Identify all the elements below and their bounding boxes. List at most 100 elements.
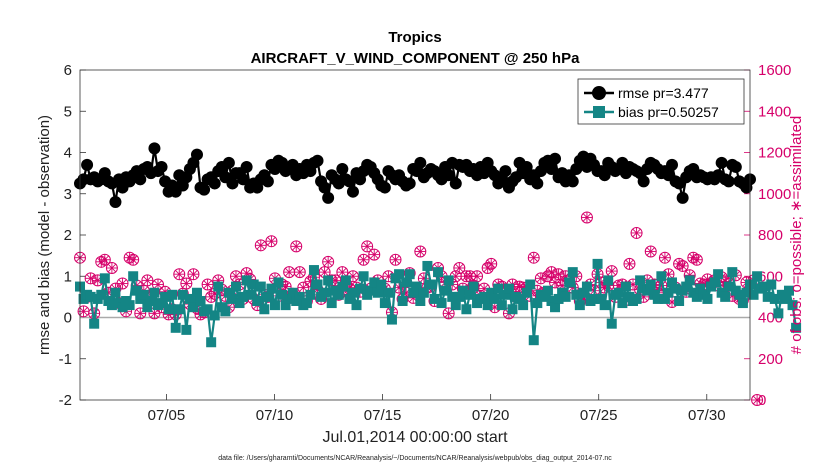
bias-point xyxy=(748,289,759,300)
bias-point xyxy=(532,298,543,309)
bias-point xyxy=(564,277,575,288)
obs-assimilated-star-stroke xyxy=(529,253,538,262)
bias-point xyxy=(379,298,390,309)
bias-point xyxy=(468,281,479,292)
y-tick-label: -2 xyxy=(59,392,72,409)
obs-count-marker xyxy=(552,268,565,281)
obs-assimilated-star-stroke xyxy=(107,263,117,273)
bias-point xyxy=(85,291,96,302)
obs-assimilated-star-stroke xyxy=(338,267,347,277)
obs-assimilated-star-stroke xyxy=(536,274,546,283)
bias-point xyxy=(358,271,369,282)
bias-point xyxy=(227,293,238,304)
rmse-point xyxy=(566,175,579,188)
bias-point xyxy=(96,289,107,300)
y-tick-label: -1 xyxy=(59,351,72,368)
obs-count-marker xyxy=(751,394,764,406)
obs-assimilated-star-stroke xyxy=(79,307,88,316)
bias-point xyxy=(759,281,770,292)
bias-point xyxy=(323,275,334,286)
rmse-point xyxy=(666,158,679,171)
legend-box xyxy=(577,78,745,125)
legend: rmse pr=3.477 bias pr=0.50257 xyxy=(577,78,745,125)
bias-point xyxy=(773,308,784,319)
obs-count-marker xyxy=(623,257,636,270)
bias-point xyxy=(769,293,780,304)
rmse-point xyxy=(442,169,455,182)
rmse-point xyxy=(311,154,324,167)
y-tick-label: 3 xyxy=(64,186,72,203)
bias-point xyxy=(440,285,451,296)
bias-point xyxy=(418,287,429,298)
y-axis-label: rmse and bias (model - observation) xyxy=(36,115,53,355)
bias-point xyxy=(117,302,128,313)
rmse-point xyxy=(499,165,512,178)
bias-point xyxy=(160,291,171,302)
bias-point xyxy=(503,283,514,294)
bias-point xyxy=(138,289,149,300)
obs-assimilated-star-stroke xyxy=(362,242,372,251)
obs-count-marker xyxy=(690,253,703,266)
bias-point xyxy=(301,298,312,309)
obs-assimilated-star-stroke xyxy=(472,272,482,281)
bias-point xyxy=(372,287,383,298)
obs-count-marker xyxy=(389,253,402,266)
y-right-tick-label: 1000 xyxy=(758,186,791,203)
obs-assimilated-star-stroke xyxy=(625,259,634,269)
bias-point xyxy=(131,285,142,296)
bias-point xyxy=(230,281,241,292)
obs-assimilated-star-stroke xyxy=(231,272,241,281)
bias-point xyxy=(734,289,745,300)
bias-point xyxy=(163,304,174,315)
chart-title: Tropics xyxy=(388,29,441,46)
obs-count-marker xyxy=(658,251,671,264)
rmse-point xyxy=(240,160,253,173)
bias-point xyxy=(259,304,270,315)
obs-assimilated-star-stroke xyxy=(720,277,730,286)
obs-count-marker xyxy=(127,253,140,266)
bias-point xyxy=(170,322,181,333)
bias-point xyxy=(347,287,358,298)
bias-point xyxy=(539,291,550,302)
bias-point xyxy=(482,300,493,311)
bias-point xyxy=(425,279,436,290)
obs-assimilated-star-stroke xyxy=(391,255,400,264)
rmse-point xyxy=(722,175,735,188)
bias-point xyxy=(365,285,376,296)
obs-count-marker xyxy=(98,253,111,266)
bias-point xyxy=(245,289,256,300)
bias-point xyxy=(606,318,617,329)
rmse-point xyxy=(343,175,356,188)
obs-count-marker xyxy=(322,255,335,268)
bias-point xyxy=(550,302,561,313)
bias-point xyxy=(312,279,323,290)
obs-count-marker xyxy=(605,265,618,278)
obs-count-marker xyxy=(180,277,193,290)
rmse-point xyxy=(222,156,235,169)
obs-assimilated-star-stroke xyxy=(752,395,762,405)
bias-point xyxy=(571,289,582,300)
bias-point xyxy=(791,322,802,333)
bias-point xyxy=(617,298,628,309)
bias-point xyxy=(174,304,185,315)
obs-count-marker xyxy=(105,262,118,274)
bias-point xyxy=(429,293,440,304)
bias-point xyxy=(461,304,472,315)
bias-point xyxy=(560,291,571,302)
bias-point xyxy=(206,337,217,348)
obs-count-marker xyxy=(151,278,164,291)
rmse-point xyxy=(346,185,359,198)
bias-point xyxy=(308,265,319,276)
bias-point xyxy=(702,293,713,304)
legend-rmse-marker xyxy=(592,86,606,100)
bias-point xyxy=(592,258,603,269)
rmse-point xyxy=(237,173,250,186)
rmse-point xyxy=(449,177,462,190)
bias-point xyxy=(284,293,295,304)
obs-assimilated-star-stroke xyxy=(182,279,191,288)
bias-point xyxy=(500,289,511,300)
obs-assimilated-star-stroke xyxy=(455,263,464,273)
bias-point xyxy=(344,293,355,304)
bias-point xyxy=(333,289,344,300)
bias-point xyxy=(457,285,468,296)
